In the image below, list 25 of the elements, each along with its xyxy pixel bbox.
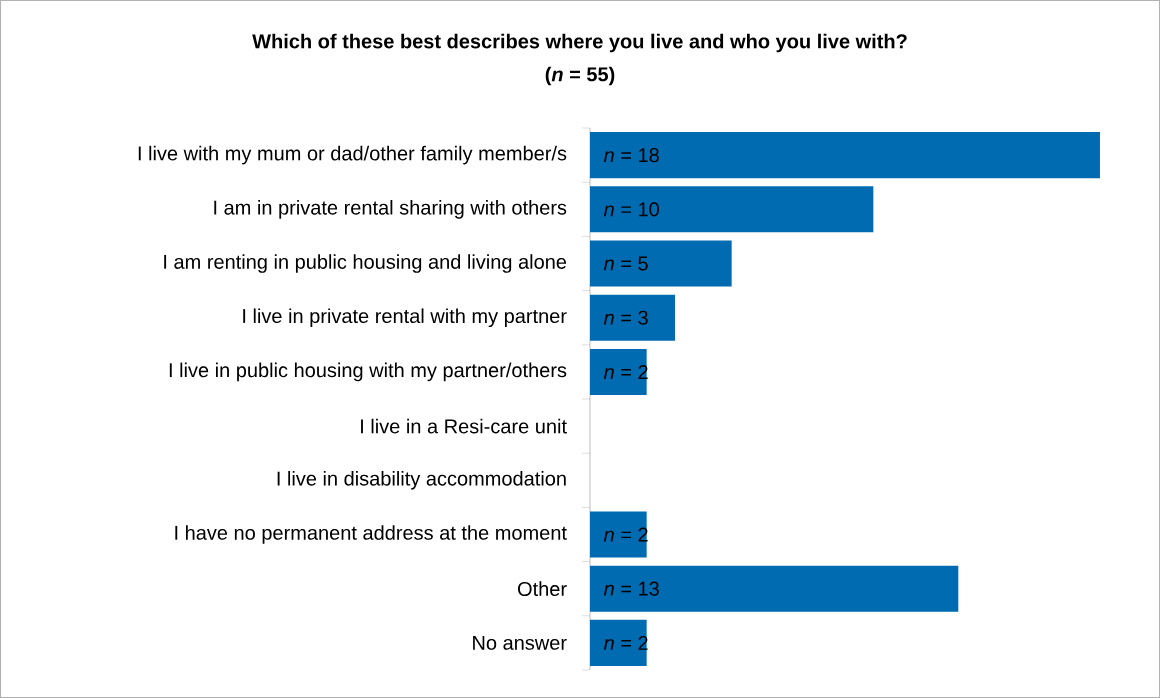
data-label: n = 10	[603, 202, 659, 217]
y-tick-label: I live in disability accommodation	[277, 470, 566, 490]
y-tick-label: Other	[517, 581, 567, 597]
y-tick-label: I have no permanent address at the moment	[175, 525, 567, 544]
bar	[590, 186, 874, 233]
y-tick-label: I live in public housing with my partner/others	[169, 362, 567, 382]
bar	[590, 132, 1100, 179]
bar	[590, 294, 675, 341]
bar	[590, 565, 959, 612]
y-tick-label: I live with my mum or dad/other family member/s	[138, 145, 567, 165]
data-label: n = 13	[603, 581, 659, 596]
data-label: n = 5	[603, 256, 648, 271]
chart-subtitle: (n = 55)	[545, 66, 615, 86]
bar	[590, 348, 647, 395]
bar	[590, 240, 732, 287]
y-tick-label: I live in private rental with my partner	[243, 308, 567, 328]
data-label: n = 3	[603, 310, 648, 325]
data-label: n = 18	[603, 148, 659, 163]
bar	[590, 511, 647, 558]
bar	[590, 619, 647, 666]
y-tick-label: I am renting in public housing and living alone	[164, 254, 567, 273]
y-tick-label: I live in a Resi-care unit	[361, 418, 567, 434]
y-tick-label: No answer	[473, 635, 567, 650]
y-tick-label: I am in private rental sharing with others	[214, 200, 567, 219]
chart-title: Which of these best describes where you live and who you live with?	[252, 33, 907, 53]
